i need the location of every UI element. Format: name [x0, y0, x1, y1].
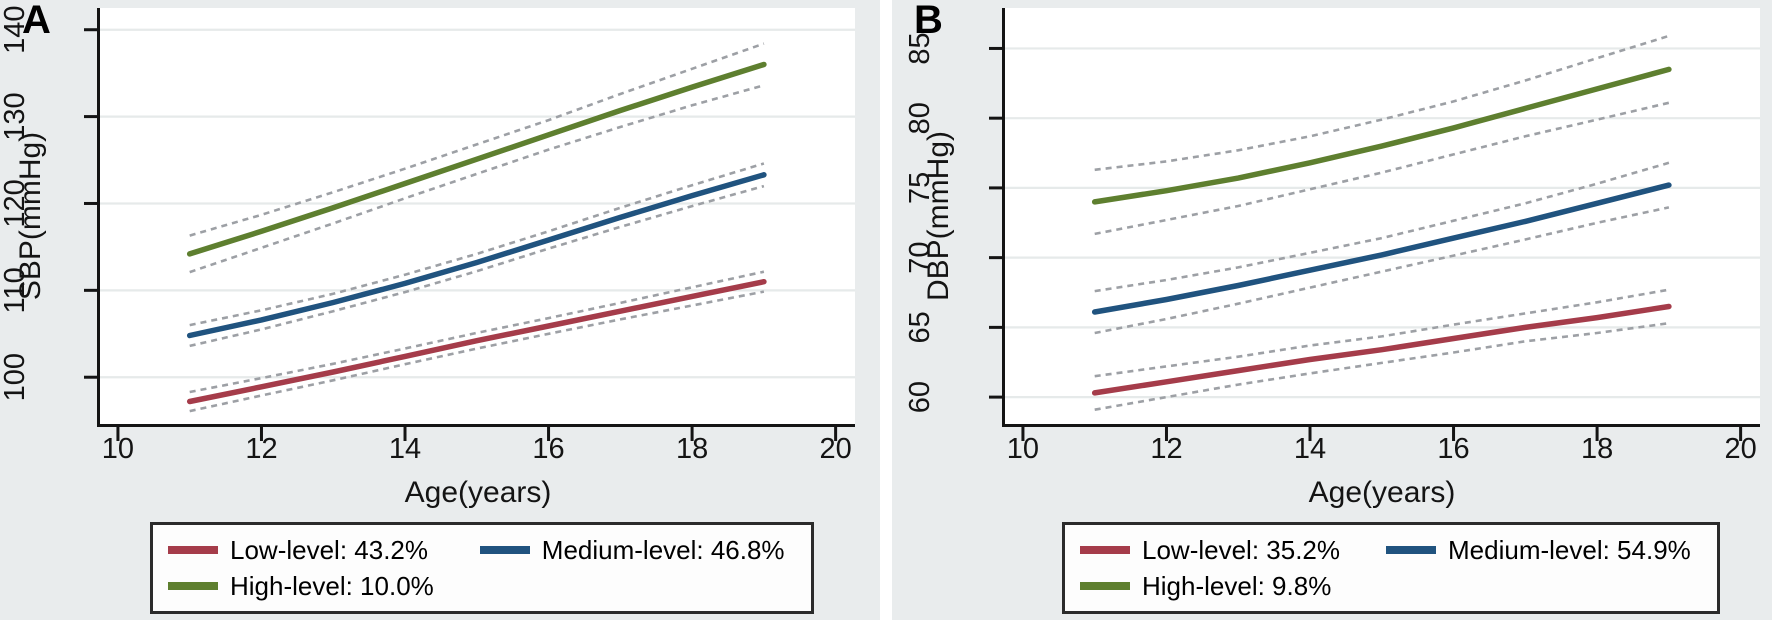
y-tick-label: 60 — [904, 381, 936, 413]
legend-item-high: High-level: 9.8% — [1080, 570, 1340, 601]
panel-a-legend: Low-level: 43.2% Medium-level: 46.8% High-… — [150, 522, 814, 615]
x-tick-label: 18 — [1581, 433, 1613, 465]
legend-label-low: Low-level: 43.2% — [230, 535, 428, 565]
y-tick-label: 130 — [0, 92, 31, 140]
legend-item-high: High-level: 10.0% — [168, 570, 434, 601]
ci-upper-low — [1094, 288, 1670, 378]
panel-a: A 100 110 120 130 140 10 12 14 16 18 20 SBP(mmHg) … — [0, 0, 880, 620]
panel-a-x-axis-title: Age(years) — [405, 476, 552, 509]
y-tick-label: 75 — [904, 172, 936, 204]
y-tick-label: 70 — [904, 242, 936, 274]
legend-swatch-high — [168, 581, 218, 590]
trajectory-line-medium — [1091, 182, 1672, 315]
trajectory-line-high — [1091, 66, 1672, 205]
ci-upper-medium — [189, 162, 765, 327]
x-tick-label: 14 — [389, 433, 421, 465]
ci-upper-high — [189, 42, 765, 237]
legend-label-high: High-level: 10.0% — [230, 570, 434, 601]
legend-label-high: High-level: 9.8% — [1142, 570, 1332, 601]
trajectory-line-medium — [186, 172, 767, 339]
y-tick-label: 100 — [0, 353, 31, 401]
trajectory-line-low — [1091, 303, 1672, 396]
panel-a-y-axis-title: SBP(mmHg) — [14, 132, 47, 300]
legend-label-low: Low-level: 35.2% — [1142, 535, 1340, 565]
panel-b-letter: B — [914, 0, 944, 42]
legend-swatch-low — [168, 546, 218, 555]
x-tick-label: 16 — [1437, 433, 1469, 465]
panel-a-plot: 100 110 120 130 140 10 12 14 16 18 20 SBP(mmHg) Ag… — [0, 6, 855, 509]
x-tick-label: 10 — [1007, 433, 1039, 465]
y-tick-label: 65 — [904, 311, 936, 343]
x-tick-label: 12 — [245, 433, 277, 465]
ci-lower-high — [189, 84, 765, 274]
legend-item-medium: Medium-level: 54.9% — [1386, 536, 1691, 565]
legend-swatch-medium — [1386, 546, 1436, 555]
x-tick-label: 12 — [1150, 433, 1182, 465]
trajectory-line-low — [186, 278, 767, 405]
legend-label-medium: Medium-level: 46.8% — [541, 535, 785, 565]
ci-upper-high — [1094, 34, 1670, 172]
panel-b-plot-content: 60 65 70 75 80 85 10 12 14 16 18 20 — [904, 8, 1760, 465]
x-tick-label: 16 — [532, 433, 564, 465]
x-tick-label: 18 — [676, 433, 708, 465]
y-tick-label: 120 — [0, 179, 31, 227]
panel-a-letter: A — [22, 0, 52, 42]
ci-lower-low — [1094, 321, 1670, 411]
x-tick-label: 10 — [102, 433, 134, 465]
ci-lower-low — [189, 290, 765, 413]
legend-item-low: Low-level: 43.2% — [168, 536, 434, 565]
legend-swatch-medium — [479, 546, 530, 555]
panel-b-legend: Low-level: 35.2% Medium-level: 54.9% High-… — [1062, 522, 1720, 615]
x-tick-label: 20 — [1724, 433, 1756, 465]
y-tick-label: 85 — [904, 32, 936, 64]
ci-lower-medium — [189, 184, 765, 348]
ci-upper-medium — [1094, 161, 1670, 293]
ci-upper-low — [189, 270, 765, 394]
panel-b-plot: 60 65 70 75 80 85 10 12 14 16 18 20 DBP(mmHg) Age(y… — [904, 8, 1760, 509]
y-tick-label: 80 — [904, 102, 936, 134]
panel-a-plot-content: 100 110 120 130 140 10 12 14 16 18 20 — [0, 6, 855, 465]
legend-label-medium: Medium-level: 54.9% — [1448, 535, 1691, 565]
y-tick-label: 140 — [0, 6, 31, 54]
ci-lower-medium — [1094, 206, 1670, 335]
legend-swatch-high — [1080, 581, 1130, 590]
legend-item-medium: Medium-level: 46.8% — [479, 535, 785, 565]
y-tick-label: 110 — [0, 267, 31, 313]
trajectory-line-high — [186, 61, 767, 257]
legend-item-low: Low-level: 35.2% — [1080, 536, 1340, 565]
panel-b-y-axis-title: DBP(mmHg) — [922, 131, 955, 301]
x-tick-label: 20 — [819, 433, 851, 465]
panel-b-x-axis-title: Age(years) — [1309, 476, 1456, 509]
x-tick-label: 14 — [1294, 433, 1326, 465]
legend-swatch-low — [1080, 546, 1130, 555]
panel-b: B 60 65 70 75 80 85 10 12 14 16 18 20 DBP(mmHg) Age… — [892, 0, 1772, 620]
